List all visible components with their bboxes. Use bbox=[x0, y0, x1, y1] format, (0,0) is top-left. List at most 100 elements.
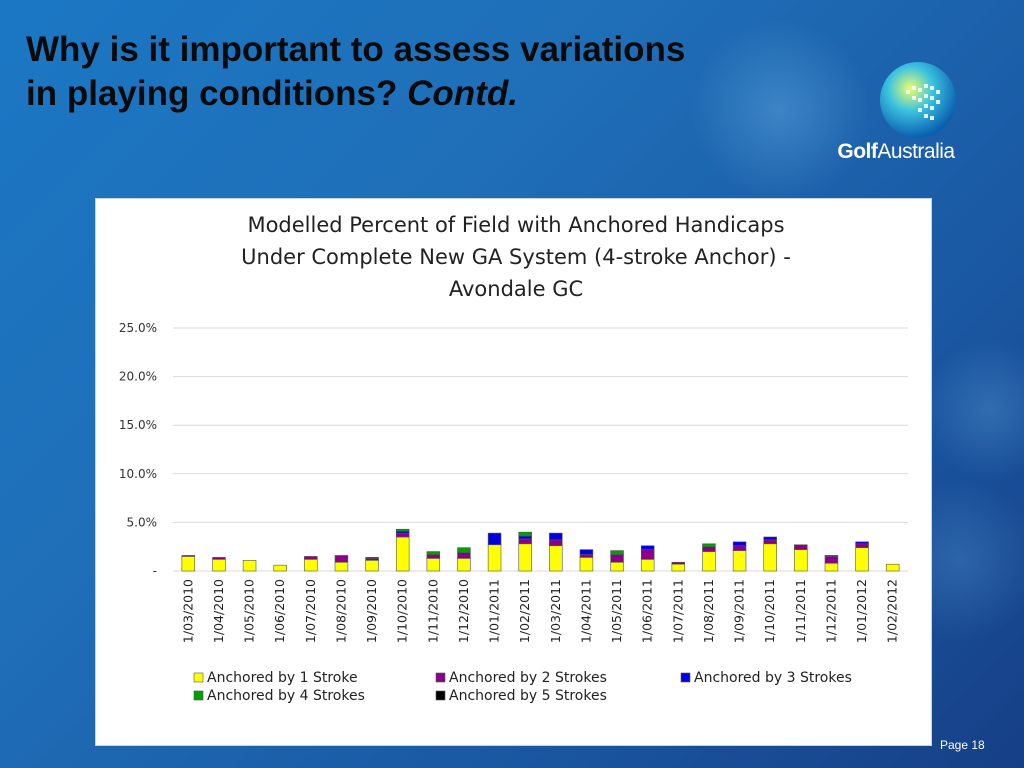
legend-swatch bbox=[193, 672, 204, 683]
bar-segment bbox=[242, 560, 257, 572]
bar-segment bbox=[487, 532, 502, 546]
chart-title-line3: Avondale GC bbox=[448, 277, 584, 301]
legend-swatch bbox=[680, 672, 691, 683]
x-tick-label: 1/06/2011 bbox=[640, 579, 655, 643]
bar-segment bbox=[610, 550, 624, 555]
legend-swatch bbox=[435, 690, 446, 701]
bar-segment bbox=[334, 561, 349, 572]
page-number: Page 18 bbox=[940, 738, 985, 752]
bar-segment bbox=[549, 539, 563, 547]
x-tick-label: 1/04/2010 bbox=[211, 579, 226, 643]
y-tick-label: 25.0% bbox=[119, 321, 157, 335]
y-tick-label: - bbox=[153, 564, 157, 578]
bar-segment bbox=[181, 556, 196, 572]
slide-title-contd: Contd. bbox=[407, 74, 518, 113]
x-tick-label: 1/02/2012 bbox=[885, 579, 900, 643]
bar-segment bbox=[487, 544, 502, 572]
bar-segment bbox=[365, 557, 379, 559]
chart-title-line2: Under Complete New GA System (4-stroke A… bbox=[241, 245, 791, 269]
bar-segment bbox=[518, 538, 532, 545]
y-tick-label: 15.0% bbox=[119, 418, 157, 432]
bar-segment bbox=[518, 531, 532, 537]
x-tick-label: 1/02/2011 bbox=[517, 579, 532, 643]
globe-icon bbox=[880, 62, 956, 138]
bar-segment bbox=[181, 555, 196, 557]
logo-text-australia: Australia bbox=[877, 140, 955, 163]
bar-segment bbox=[212, 557, 226, 560]
x-tick-label: 1/10/2011 bbox=[762, 579, 777, 643]
slide-title-line1: Why is it important to assess variations bbox=[26, 30, 686, 69]
bar-segment bbox=[610, 554, 624, 563]
chart-title: Modelled Percent of Field with Anchored … bbox=[156, 209, 876, 305]
bar-segment bbox=[794, 549, 808, 572]
bar-segment bbox=[640, 559, 655, 572]
bar-segment bbox=[640, 549, 655, 560]
x-tick-label: 1/03/2010 bbox=[180, 579, 195, 643]
x-tick-label: 1/11/2011 bbox=[793, 579, 808, 643]
bar-segment bbox=[426, 551, 441, 555]
x-tick-label: 1/05/2011 bbox=[609, 579, 624, 643]
x-tick-label: 1/10/2010 bbox=[395, 579, 410, 643]
y-tick-label: 5.0% bbox=[127, 515, 158, 529]
bar-segment bbox=[794, 544, 808, 550]
bar-segment bbox=[824, 562, 839, 572]
bar-segment bbox=[855, 543, 869, 548]
bar-segment bbox=[610, 561, 624, 572]
bar-segment bbox=[732, 541, 747, 547]
bar-segment bbox=[549, 545, 563, 572]
y-tick-label: 20.0% bbox=[119, 370, 157, 384]
bar-segment bbox=[732, 550, 747, 572]
bar-segment bbox=[304, 556, 318, 560]
x-tick-label: 1/01/2012 bbox=[854, 579, 869, 643]
x-tick-label: 1/09/2010 bbox=[364, 579, 379, 643]
bar-segment bbox=[855, 541, 869, 545]
x-tick-label: 1/12/2010 bbox=[456, 579, 471, 643]
bar-segment bbox=[518, 543, 532, 572]
bar-segment bbox=[395, 532, 410, 538]
bar-segment bbox=[365, 560, 379, 572]
x-tick-label: 1/08/2011 bbox=[701, 579, 716, 643]
bar-segment bbox=[579, 557, 594, 572]
x-tick-label: 1/01/2011 bbox=[487, 579, 502, 643]
bar-segment bbox=[885, 563, 900, 572]
bar-segment bbox=[702, 551, 716, 572]
bar-segment bbox=[671, 561, 686, 565]
bar-segment bbox=[518, 535, 532, 540]
x-tick-label: 1/06/2010 bbox=[272, 579, 287, 643]
x-tick-label: 1/04/2011 bbox=[578, 579, 593, 643]
x-tick-label: 1/12/2011 bbox=[823, 579, 838, 643]
bar-segment bbox=[579, 549, 594, 555]
bar-segment bbox=[212, 559, 226, 572]
stacked-bar-chart: - 5.0% 10.0% 15.0% 20.0% 25.0% 1/03/2010 1/04/2… bbox=[119, 321, 908, 704]
bar-segment bbox=[579, 554, 594, 558]
bar-segment bbox=[273, 564, 287, 572]
bar-segment bbox=[824, 556, 839, 564]
chart-panel: Modelled Percent of Field with Anchored … bbox=[95, 198, 932, 746]
y-tick-label: 10.0% bbox=[119, 467, 157, 481]
bar-segment bbox=[763, 543, 777, 572]
x-tick-label: 1/09/2011 bbox=[732, 579, 747, 643]
golf-australia-logo: GolfAustralia bbox=[826, 60, 966, 170]
slide-title: Why is it important to assess variations… bbox=[26, 28, 806, 116]
x-tick-label: 1/08/2010 bbox=[333, 579, 348, 643]
logo-text-golf: Golf bbox=[837, 140, 878, 163]
legend-label: Anchored by 2 Strokes bbox=[449, 670, 607, 686]
bar-segment bbox=[702, 543, 716, 547]
bar-segment bbox=[763, 539, 777, 545]
bar-segment bbox=[732, 545, 747, 551]
legend-label: Anchored by 5 Strokes bbox=[449, 688, 607, 704]
bar-segment bbox=[457, 558, 471, 572]
x-tick-label: 1/05/2010 bbox=[242, 579, 257, 643]
bar-segment bbox=[304, 559, 318, 572]
bar-segment bbox=[702, 546, 716, 552]
x-tick-label: 1/11/2010 bbox=[425, 579, 440, 643]
legend-swatch bbox=[435, 672, 446, 683]
x-tick-label: 1/07/2010 bbox=[303, 579, 318, 643]
legend-label: Anchored by 3 Strokes bbox=[694, 670, 852, 686]
x-tick-label: 1/07/2011 bbox=[670, 579, 685, 643]
legend-label: Anchored by 1 Stroke bbox=[207, 670, 358, 686]
bar-segment bbox=[855, 547, 869, 572]
bar-segment bbox=[457, 552, 471, 559]
legend-label: Anchored by 4 Strokes bbox=[207, 688, 365, 704]
chart-title-line1: Modelled Percent of Field with Anchored … bbox=[247, 213, 785, 237]
